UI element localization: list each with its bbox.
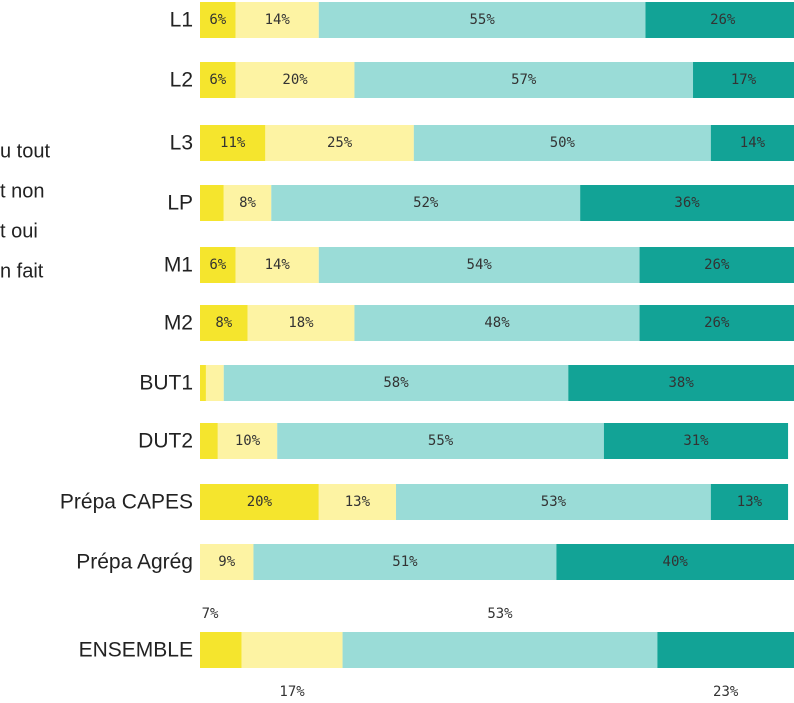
bar-segment: [342, 632, 658, 668]
value-label: 13%: [737, 494, 763, 510]
value-label: 7%: [202, 606, 219, 622]
value-label: 58%: [383, 375, 409, 391]
legend-label: t oui: [0, 220, 38, 242]
bar-segment: [710, 125, 794, 161]
value-label: 20%: [282, 72, 308, 88]
category-label: L1: [170, 9, 193, 32]
category-label: L2: [170, 69, 193, 92]
value-label: 17%: [279, 684, 305, 700]
bar-segment: [200, 185, 224, 221]
bar-segment: [200, 247, 236, 283]
category-label: Prépa Agrég: [76, 551, 193, 574]
bar-segment: [318, 247, 640, 283]
bar-segment: [200, 125, 266, 161]
bar-segment: [217, 423, 278, 459]
value-label: 40%: [663, 554, 689, 570]
bar-segment: [277, 423, 604, 459]
category-label: BUT1: [139, 372, 193, 395]
legend-label: n fait: [0, 260, 44, 282]
bar-segment: [200, 365, 206, 401]
value-label: 55%: [428, 433, 454, 449]
bar-segment: [200, 423, 218, 459]
value-label: 13%: [345, 494, 371, 510]
bar-segment: [241, 632, 343, 668]
bar-segment: [200, 484, 319, 520]
bar-segment: [235, 62, 355, 98]
value-label: 38%: [668, 375, 694, 391]
bar-segment: [603, 423, 789, 459]
bar-segment: [710, 484, 789, 520]
bar-segment: [271, 185, 581, 221]
value-label: 10%: [235, 433, 261, 449]
value-label: 14%: [265, 257, 291, 273]
bar-segment: [639, 247, 794, 283]
value-label: 17%: [731, 72, 757, 88]
category-label: M2: [164, 312, 193, 335]
category-label: ENSEMBLE: [79, 639, 193, 662]
bar-segment: [645, 2, 794, 38]
value-label: 57%: [511, 72, 537, 88]
value-label: 26%: [704, 257, 730, 273]
bar-segment: [265, 125, 414, 161]
value-label: 53%: [541, 494, 567, 510]
bar-segment: [200, 305, 248, 341]
value-label: 9%: [218, 554, 235, 570]
value-label: 31%: [683, 433, 709, 449]
bar-segment: [205, 365, 224, 401]
bar-segment: [396, 484, 711, 520]
bar-segment: [318, 484, 397, 520]
value-label: 52%: [413, 195, 439, 211]
value-label: 50%: [550, 135, 576, 151]
bar-segment: [568, 365, 794, 401]
value-label: 23%: [713, 684, 739, 700]
value-label: 18%: [288, 315, 314, 331]
value-label: 55%: [470, 12, 496, 28]
bar-segment: [200, 62, 236, 98]
category-label: LP: [167, 192, 193, 215]
bar-segment: [657, 632, 794, 668]
value-label: 26%: [710, 12, 736, 28]
bar-segment: [354, 62, 694, 98]
bar-segment: [247, 305, 355, 341]
legend-label: t non: [0, 180, 44, 202]
bar-segment: [318, 2, 646, 38]
value-label: 14%: [265, 12, 291, 28]
bar-segment: [223, 365, 569, 401]
value-label: 20%: [247, 494, 273, 510]
value-label: 25%: [327, 135, 353, 151]
bar-segment: [354, 305, 640, 341]
value-label: 6%: [209, 72, 226, 88]
value-label: 11%: [220, 135, 246, 151]
value-label: 51%: [392, 554, 418, 570]
category-label: M1: [164, 254, 193, 277]
value-label: 8%: [215, 315, 232, 331]
bar-segment: [580, 185, 794, 221]
value-label: 26%: [704, 315, 730, 331]
bar-segment: [235, 2, 319, 38]
bar-segment: [200, 2, 236, 38]
bar-segment: [253, 544, 557, 580]
category-label: DUT2: [138, 430, 193, 453]
value-label: 8%: [239, 195, 256, 211]
category-label: Prépa CAPES: [60, 491, 193, 514]
value-label: 54%: [467, 257, 493, 273]
bar-segment: [200, 544, 254, 580]
value-label: 6%: [209, 12, 226, 28]
bar-segment: [556, 544, 794, 580]
value-label: 53%: [487, 606, 513, 622]
legend-label: u tout: [0, 140, 50, 162]
bar-segment: [223, 185, 272, 221]
value-label: 14%: [740, 135, 766, 151]
bar-segment: [413, 125, 711, 161]
value-label: 36%: [674, 195, 700, 211]
bar-segment: [235, 247, 319, 283]
bar-segment: [639, 305, 794, 341]
value-label: 6%: [209, 257, 226, 273]
bar-segment: [200, 632, 242, 668]
value-label: 48%: [484, 315, 510, 331]
bar-segment: [693, 62, 794, 98]
category-label: L3: [170, 132, 193, 155]
